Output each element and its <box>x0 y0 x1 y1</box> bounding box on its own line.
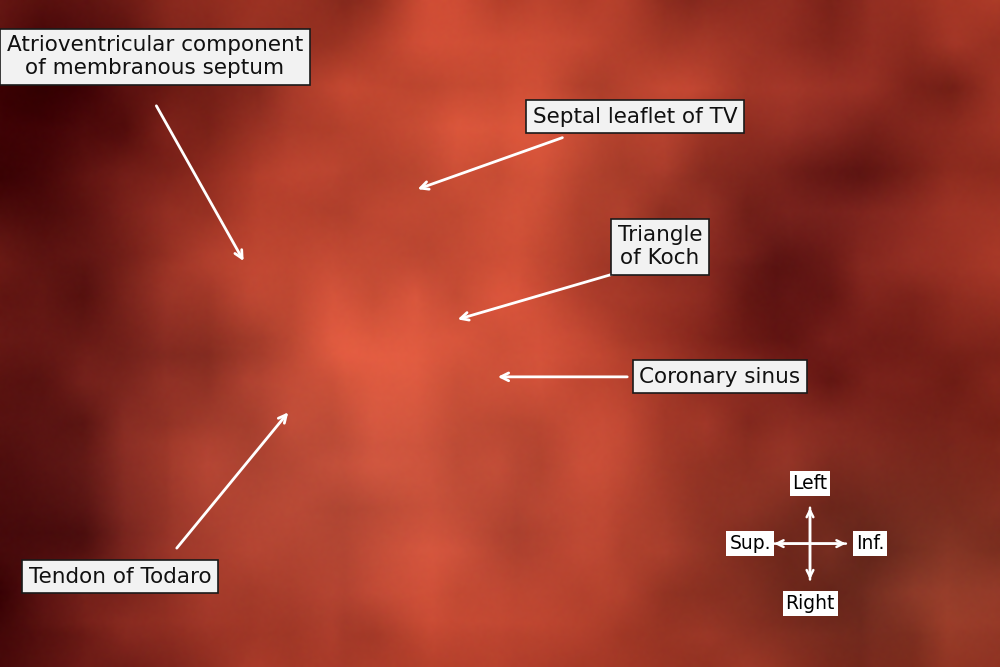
Text: Triangle
of Koch: Triangle of Koch <box>618 225 702 268</box>
Text: Right: Right <box>785 594 835 613</box>
Text: Atrioventricular component
of membranous septum: Atrioventricular component of membranous… <box>7 35 303 78</box>
Text: Coronary sinus: Coronary sinus <box>639 367 801 387</box>
Text: Left: Left <box>792 474 828 493</box>
Text: Sup.: Sup. <box>729 534 771 553</box>
Text: Septal leaflet of TV: Septal leaflet of TV <box>533 107 737 127</box>
Text: Tendon of Todaro: Tendon of Todaro <box>29 567 211 587</box>
Text: Inf.: Inf. <box>856 534 884 553</box>
